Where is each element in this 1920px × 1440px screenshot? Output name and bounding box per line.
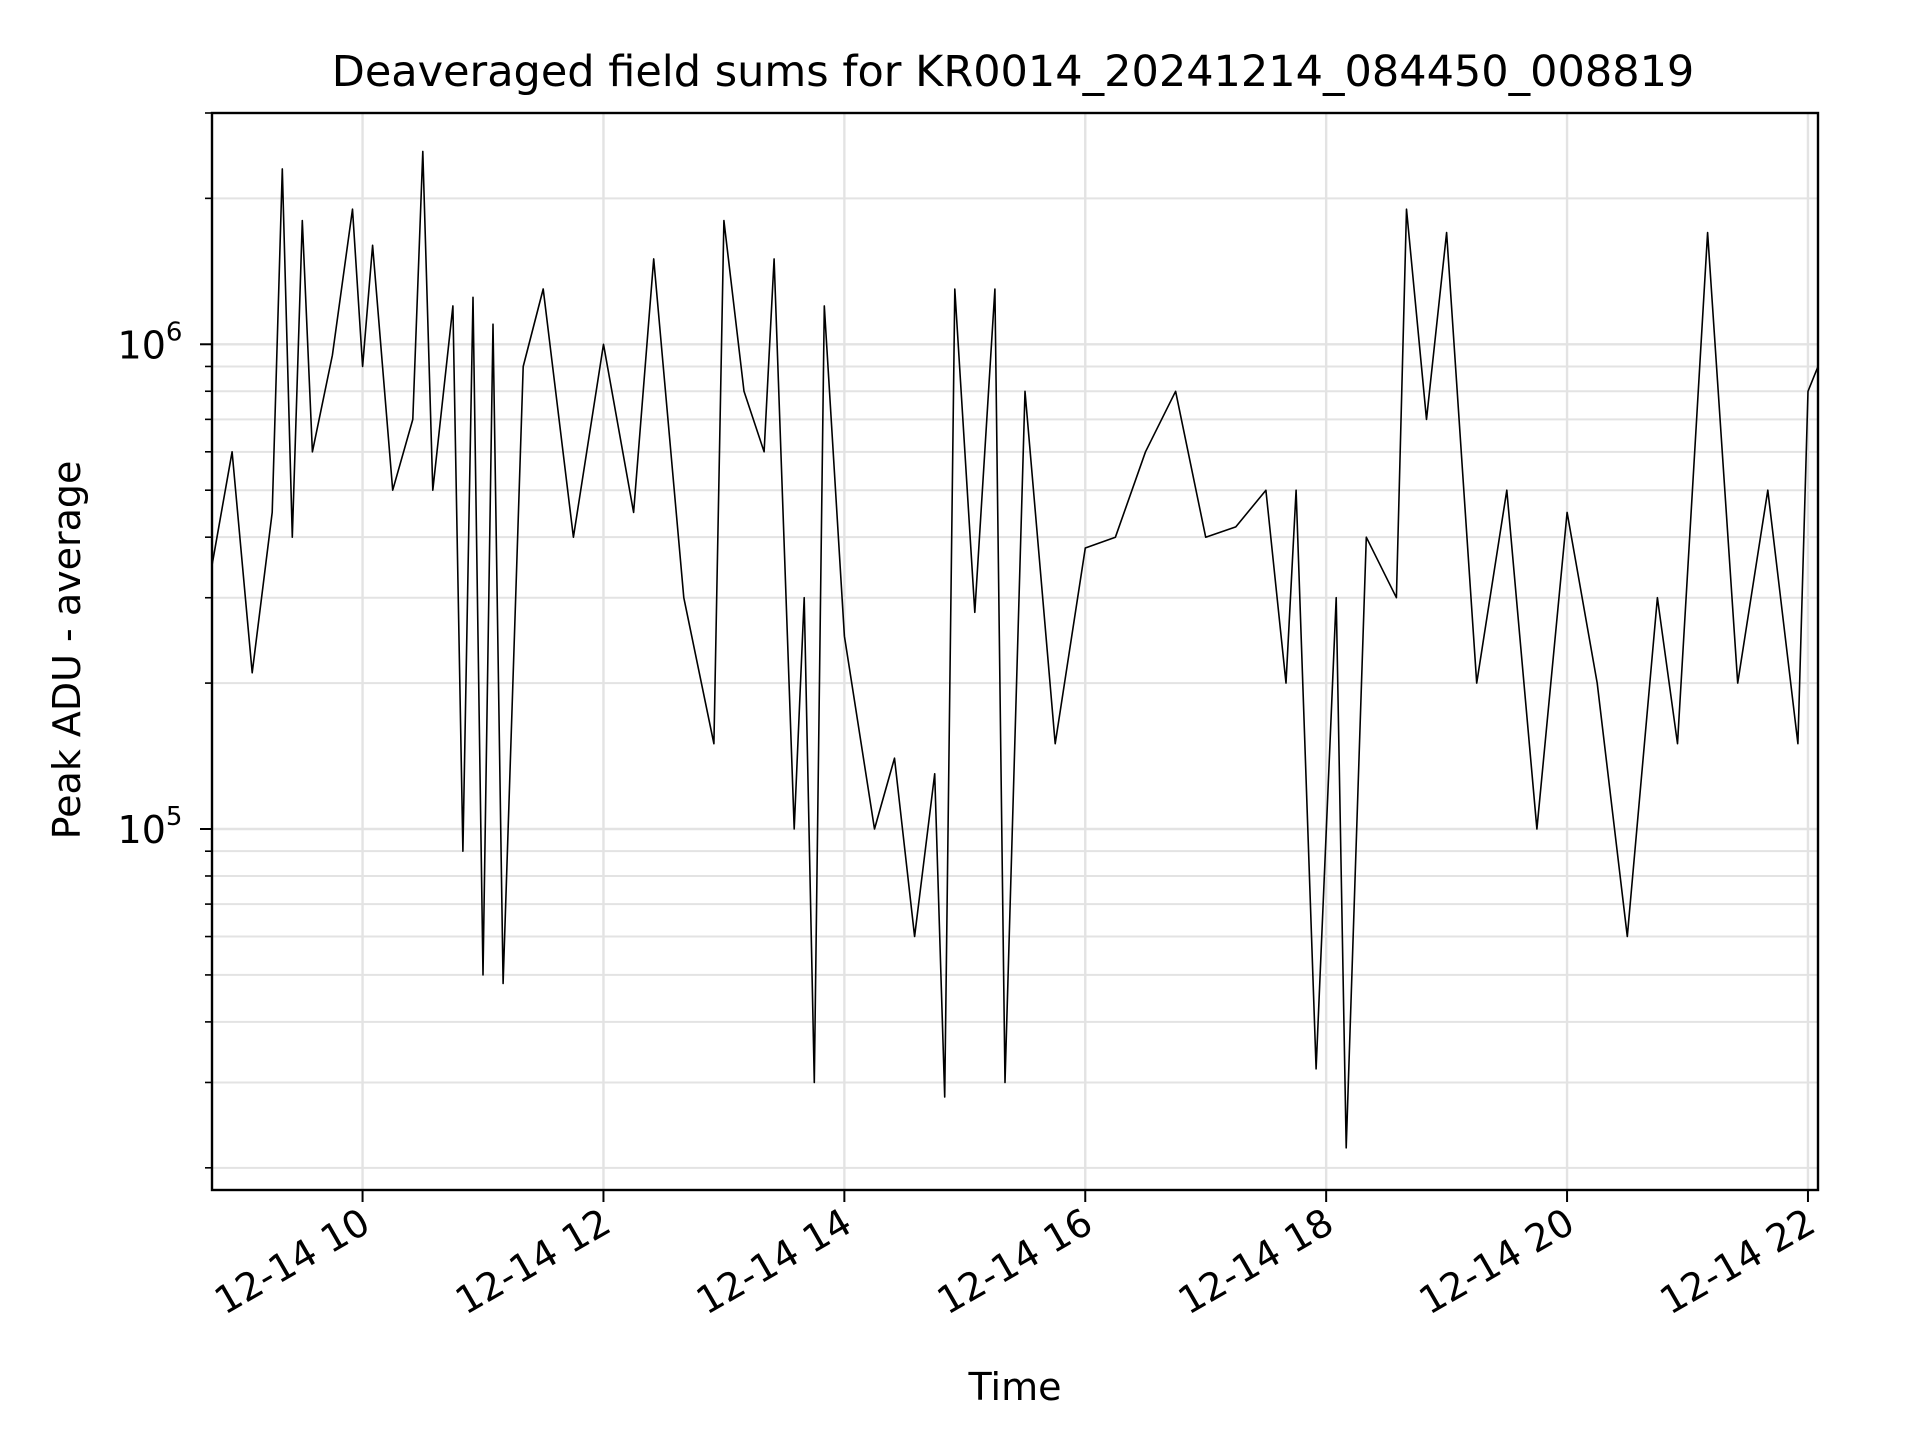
series-group: [211, 150, 1819, 1149]
x-axis-label: Time: [968, 1365, 1062, 1409]
plot-frame: [210, 111, 1820, 1192]
grid-lines: [212, 112, 1818, 1190]
series-line: [211, 150, 1819, 1149]
y-axis-label: Peak ADU - average: [45, 461, 89, 840]
y-axis: 105 106: [118, 112, 212, 1169]
chart-title: Deaveraged field sums for KR0014_2024121…: [332, 47, 1695, 97]
y-tick-label: 106: [118, 317, 183, 367]
y-tick-label: 105: [118, 802, 183, 852]
